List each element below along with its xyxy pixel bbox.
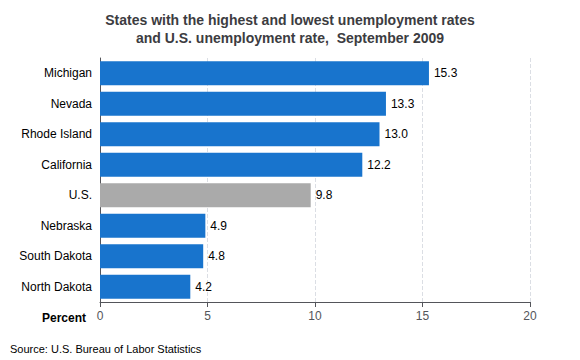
svg-text:Source: U.S. Bureau of Labor S: Source: U.S. Bureau of Labor Statistics [10,343,202,355]
svg-text:20: 20 [523,309,537,323]
svg-text:4.2: 4.2 [195,280,212,294]
svg-text:12.2: 12.2 [367,158,391,172]
svg-text:4.9: 4.9 [210,219,227,233]
svg-text:5: 5 [204,309,211,323]
svg-text:Michigan: Michigan [44,66,92,80]
svg-text:9.8: 9.8 [316,188,333,202]
svg-text:Nebraska: Nebraska [41,219,93,233]
svg-text:and U.S. unemployment rate, S: and U.S. unemployment rate, September 20… [136,30,444,46]
svg-text:Nevada: Nevada [51,97,93,111]
svg-text:4.8: 4.8 [208,249,225,263]
svg-text:Rhode Island: Rhode Island [21,127,92,141]
svg-text:California: California [41,158,92,172]
svg-text:U.S.: U.S. [69,188,92,202]
svg-text:South Dakota: South Dakota [19,249,92,263]
svg-text:13.3: 13.3 [391,97,415,111]
svg-text:10: 10 [308,309,322,323]
svg-text:0: 0 [97,309,104,323]
svg-text:13.0: 13.0 [385,127,409,141]
svg-text:North Dakota: North Dakota [21,280,92,294]
svg-text:States with the highest and lo: States with the highest and lowest unemp… [105,12,475,28]
svg-text:15.3: 15.3 [434,66,458,80]
svg-text:Percent: Percent [42,311,86,325]
svg-text:15: 15 [416,309,430,323]
